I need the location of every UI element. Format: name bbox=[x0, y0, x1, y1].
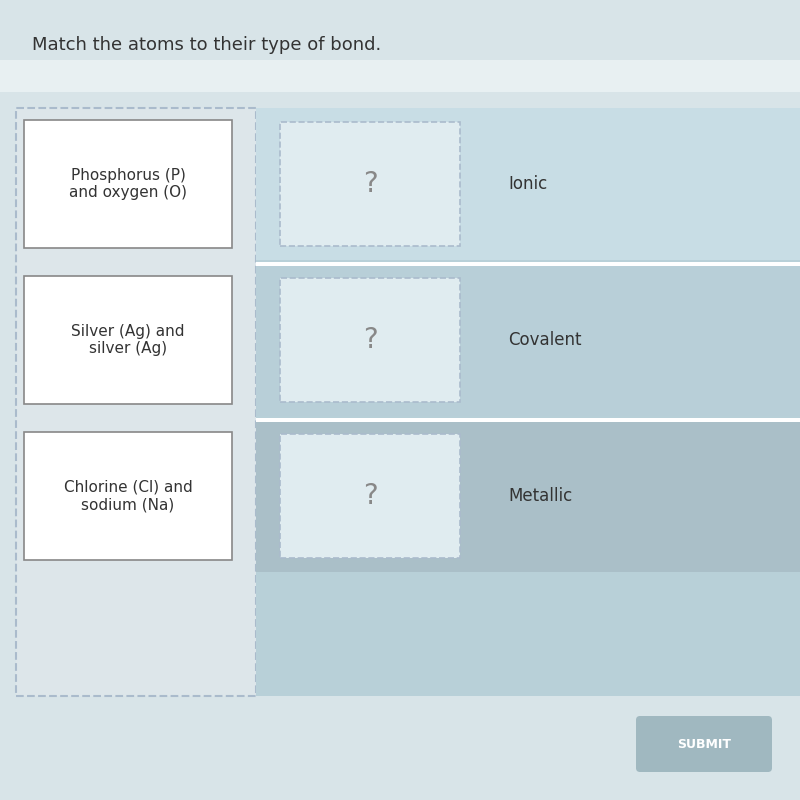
FancyBboxPatch shape bbox=[256, 108, 800, 696]
FancyBboxPatch shape bbox=[280, 122, 460, 246]
FancyBboxPatch shape bbox=[24, 120, 232, 248]
FancyBboxPatch shape bbox=[256, 108, 800, 260]
FancyBboxPatch shape bbox=[24, 276, 232, 404]
Text: Match the atoms to their type of bond.: Match the atoms to their type of bond. bbox=[32, 36, 382, 54]
Text: Phosphorus (P)
and oxygen (O): Phosphorus (P) and oxygen (O) bbox=[69, 168, 187, 200]
Text: Covalent: Covalent bbox=[508, 331, 582, 349]
FancyBboxPatch shape bbox=[256, 418, 800, 422]
FancyBboxPatch shape bbox=[24, 432, 232, 560]
Text: Chlorine (Cl) and
sodium (Na): Chlorine (Cl) and sodium (Na) bbox=[64, 480, 192, 512]
FancyBboxPatch shape bbox=[280, 278, 460, 402]
Text: Ionic: Ionic bbox=[508, 175, 547, 193]
Text: ?: ? bbox=[362, 482, 378, 510]
Text: Silver (Ag) and
silver (Ag): Silver (Ag) and silver (Ag) bbox=[71, 324, 185, 356]
Text: ?: ? bbox=[362, 170, 378, 198]
FancyBboxPatch shape bbox=[256, 262, 800, 266]
Text: Metallic: Metallic bbox=[508, 487, 572, 505]
FancyBboxPatch shape bbox=[16, 108, 256, 696]
FancyBboxPatch shape bbox=[0, 60, 800, 92]
FancyBboxPatch shape bbox=[256, 420, 800, 572]
Text: SUBMIT: SUBMIT bbox=[677, 738, 731, 750]
FancyBboxPatch shape bbox=[280, 434, 460, 558]
Text: ?: ? bbox=[362, 326, 378, 354]
FancyBboxPatch shape bbox=[256, 264, 800, 416]
FancyBboxPatch shape bbox=[636, 716, 772, 772]
